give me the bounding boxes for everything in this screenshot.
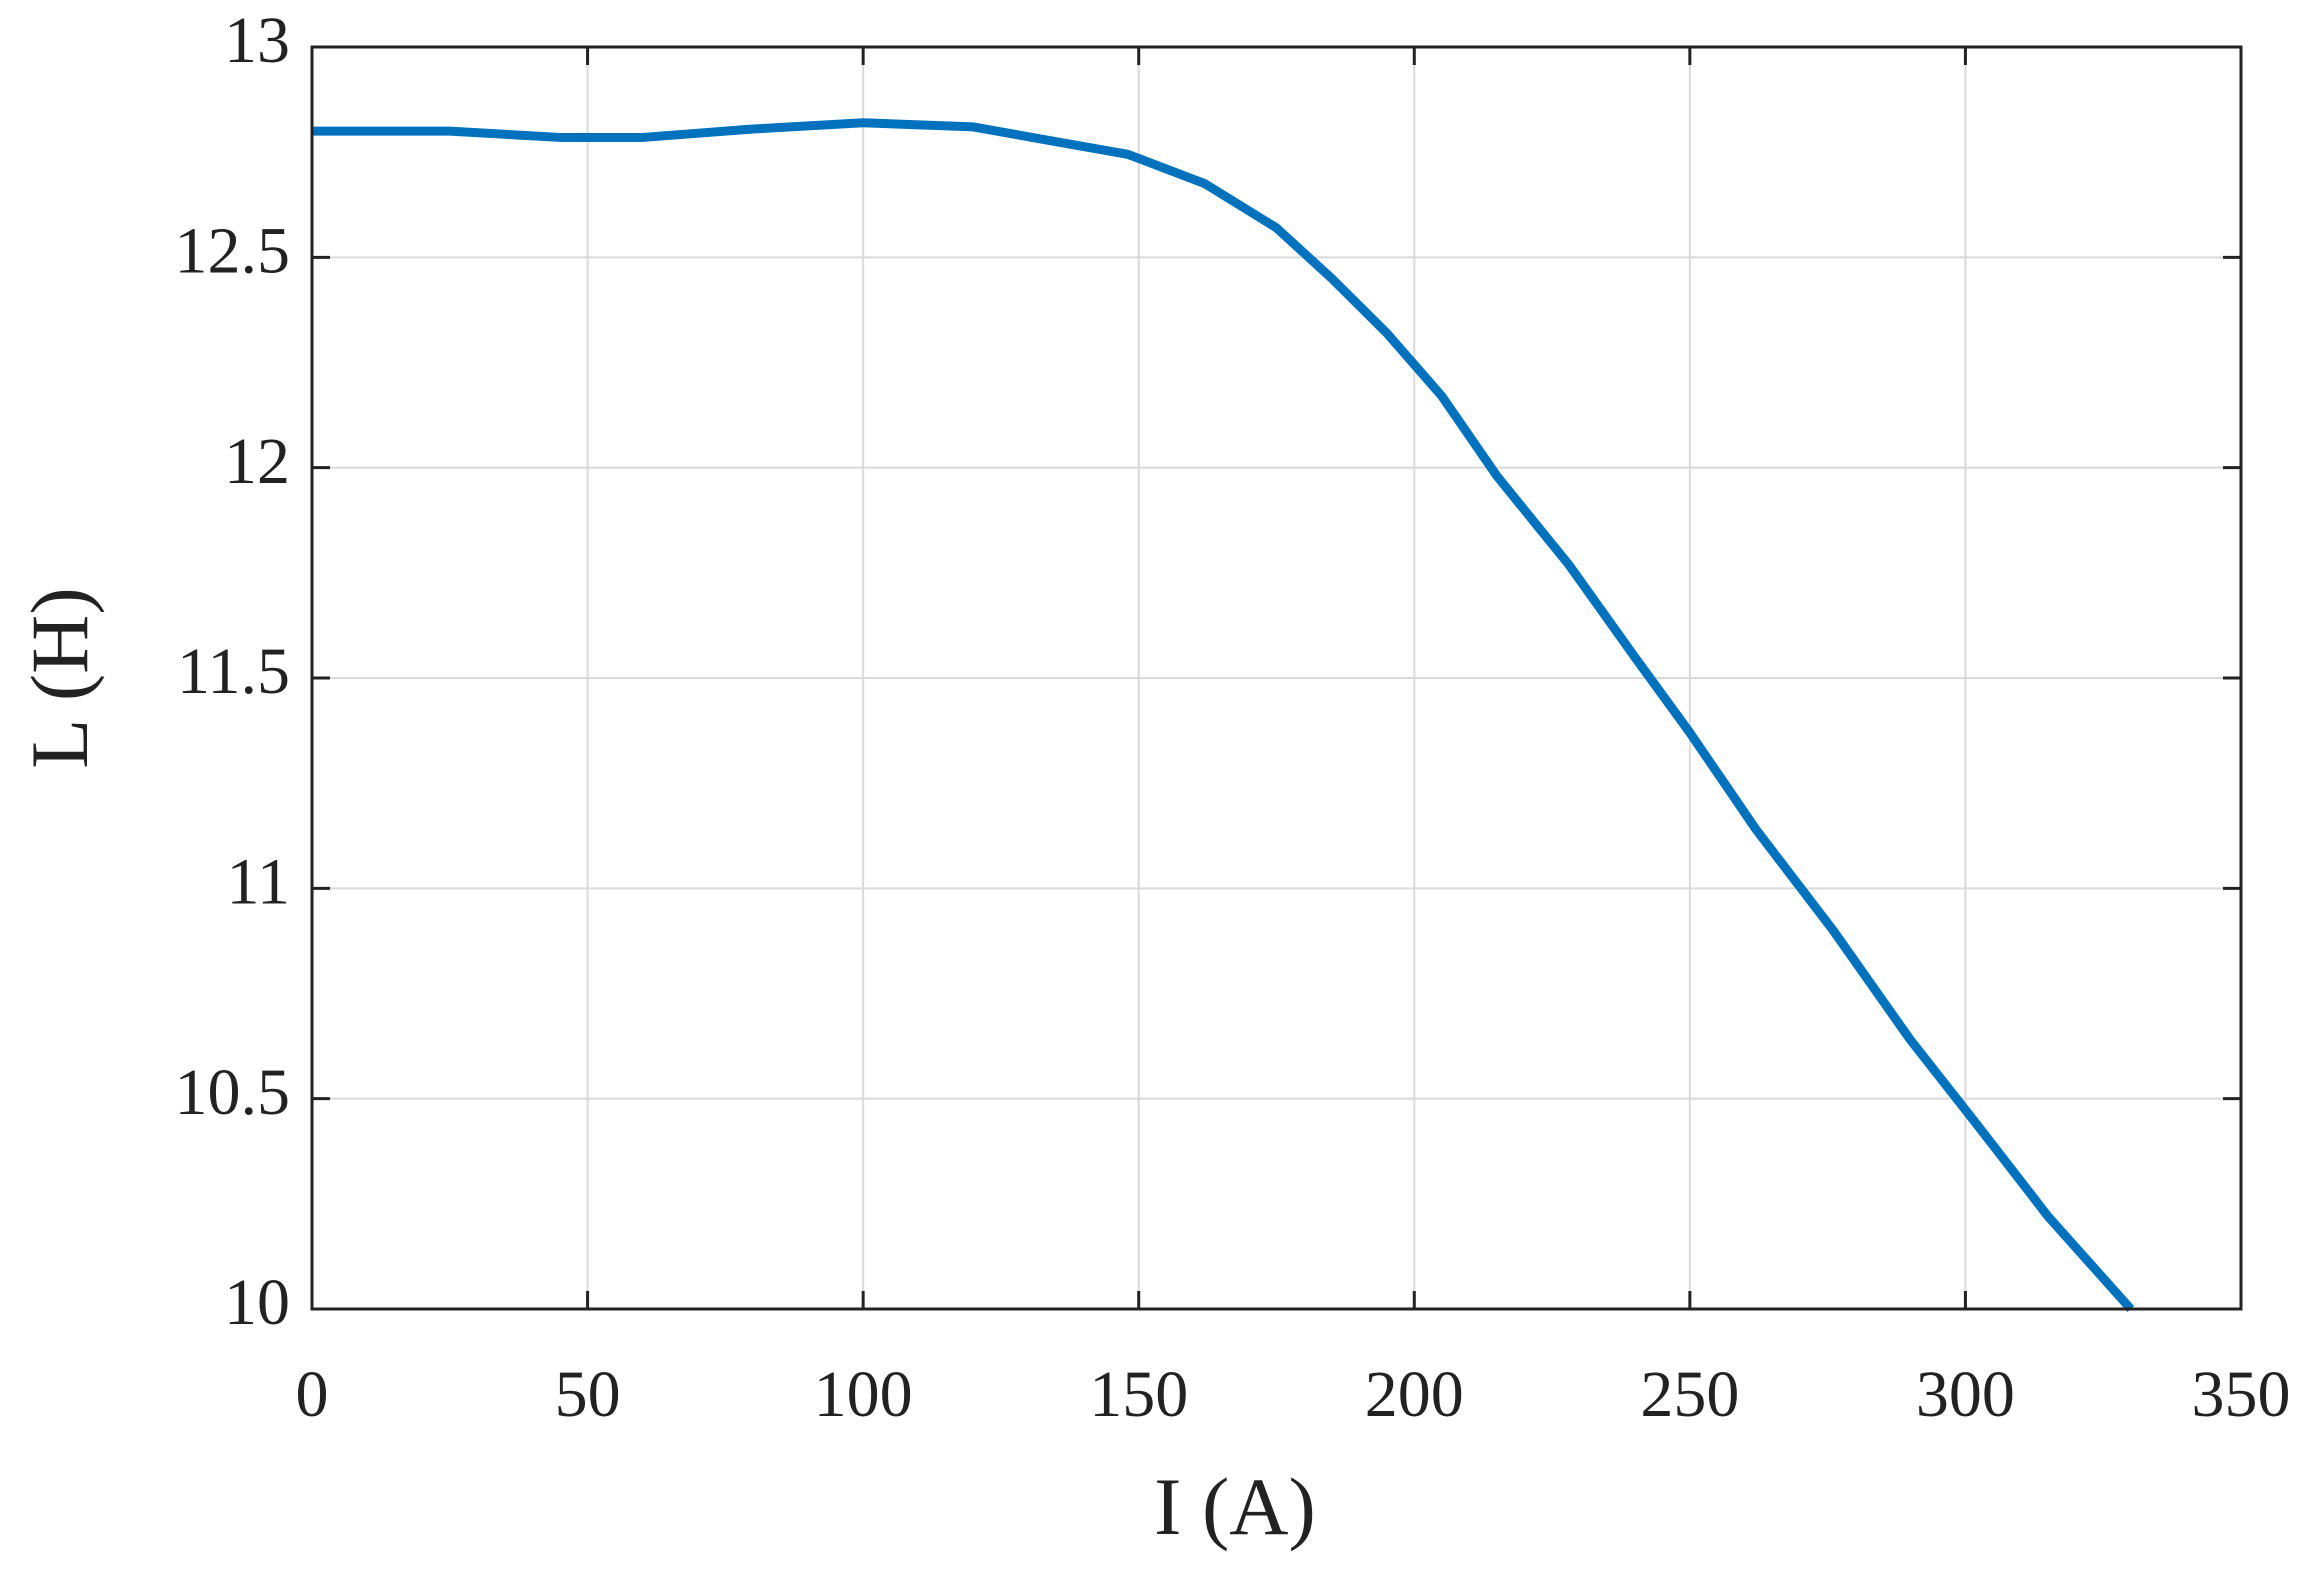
x-axis-label: I (A) [1154,1461,1316,1552]
y-axis-label: L (H) [14,587,105,768]
y-tick-label: 12 [224,425,290,498]
data-line [312,118,2135,1312]
y-tick-label: 11 [226,845,290,918]
x-tick-label: 150 [1089,1358,1188,1431]
ticks: 0 50 100 150 200 250 300 350 10 10.5 11 11.5 12 12.5 1… [175,4,2291,1431]
grid [311,46,2242,1310]
x-tick-label: 350 [2192,1358,2291,1431]
y-tick-label: 13 [224,4,290,77]
y-tick-label: 12.5 [175,214,291,287]
y-tick-label: 11.5 [177,635,290,708]
plot [312,118,2135,1312]
y-tick-label: 10.5 [175,1056,291,1129]
x-tick-label: 200 [1365,1358,1464,1431]
y-tick-label: 10 [224,1266,290,1339]
x-tick-label: 300 [1916,1358,2015,1431]
x-tick-label: 100 [814,1358,913,1431]
x-tick-label: 50 [555,1358,621,1431]
x-tick-label: 250 [1640,1358,1739,1431]
x-tick-label: 0 [296,1358,329,1431]
